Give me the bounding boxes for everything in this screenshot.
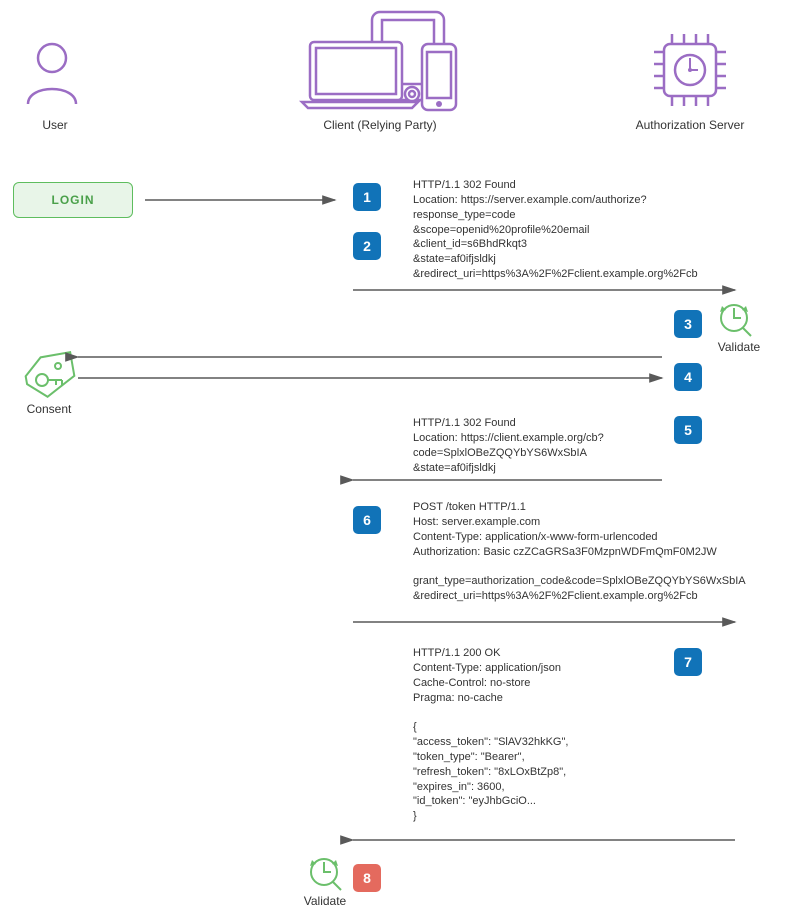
server-label: Authorization Server [620,118,760,132]
client-devices-icon [302,12,456,110]
http-message-5: HTTP/1.1 302 Found Location: https://cli… [413,416,604,475]
client-label: Client (Relying Party) [300,118,460,132]
validate-label-right: Validate [712,340,766,354]
step-badge-2: 2 [353,232,381,260]
step-badge-5: 5 [674,416,702,444]
user-icon [28,44,76,104]
step-badge-8: 8 [353,864,381,892]
http-message-6: POST /token HTTP/1.1 Host: server.exampl… [413,500,746,604]
step-badge-7: 7 [674,648,702,676]
step-badge-1: 1 [353,183,381,211]
user-label: User [30,118,80,132]
validate-icon-bottom [310,859,341,890]
server-chip-icon [654,34,726,106]
step-badge-4: 4 [674,363,702,391]
validate-label-bottom: Validate [298,894,352,908]
consent-label: Consent [22,402,76,416]
diagram-canvas [0,0,803,923]
step-badge-3: 3 [674,310,702,338]
login-button[interactable]: LOGIN [13,182,133,218]
step-badge-6: 6 [353,506,381,534]
validate-icon [720,305,751,336]
consent-icon [23,352,77,400]
http-message-7: HTTP/1.1 200 OK Content-Type: applicatio… [413,646,568,824]
http-message-1: HTTP/1.1 302 Found Location: https://ser… [413,178,698,282]
